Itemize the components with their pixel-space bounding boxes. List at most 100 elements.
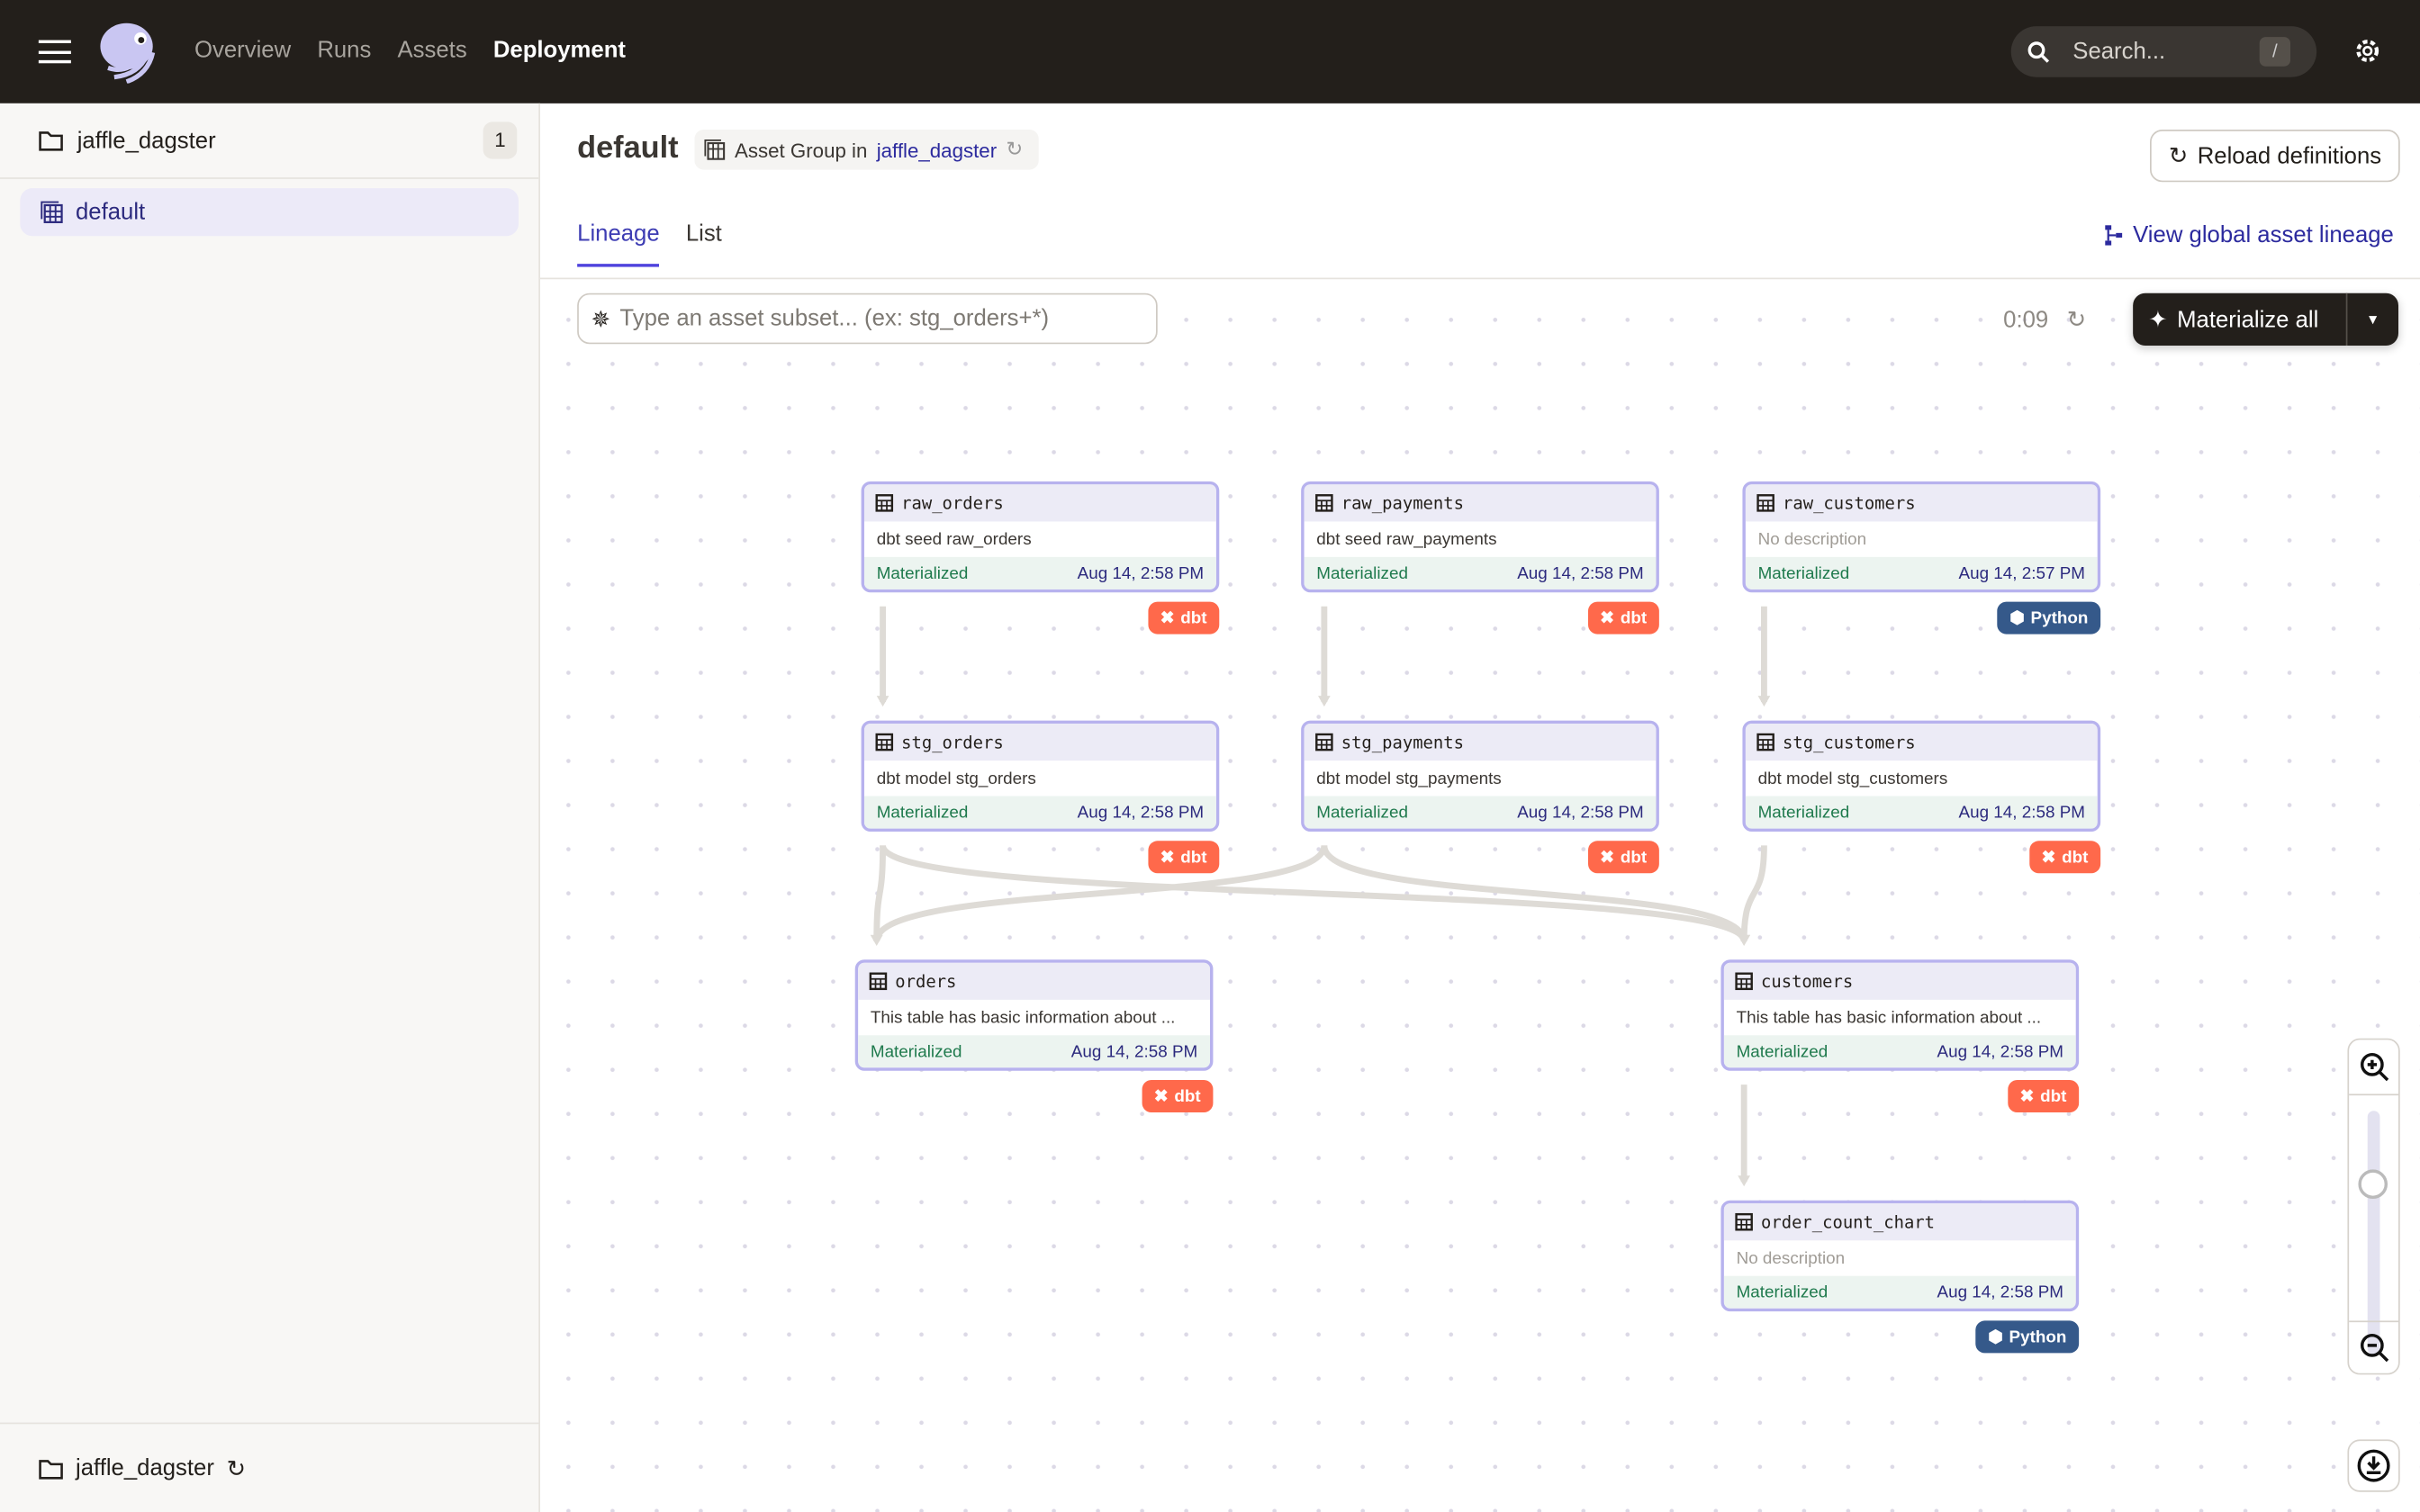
asset-status-row: Materialized Aug 14, 2:58 PM: [864, 556, 1216, 590]
search-placeholder: Search...: [2072, 38, 2166, 66]
reload-location-icon[interactable]: ↻: [226, 1455, 247, 1482]
refresh-icon[interactable]: ↻: [1006, 137, 1024, 161]
asset-node-header: stg_customers: [1745, 724, 2098, 761]
refresh-timer: 0:09 ↻: [2003, 305, 2086, 333]
asset-node[interactable]: stg_customers dbt model stg_customers Ma…: [1742, 720, 2101, 832]
asset-status-row: Materialized Aug 14, 2:58 PM: [1723, 1275, 2076, 1309]
asset-status[interactable]: Materialized: [1736, 1282, 1829, 1302]
asset-description: dbt seed raw_payments: [1316, 529, 1497, 549]
sidebar-item-default[interactable]: default: [20, 188, 519, 237]
lineage-graph[interactable]: ✵ Type an asset subset... (ex: stg_order…: [540, 277, 2420, 1512]
asset-timestamp[interactable]: Aug 14, 2:58 PM: [1937, 1042, 2064, 1061]
asset-status[interactable]: Materialized: [870, 1042, 962, 1061]
kind-label: dbt: [1620, 848, 1648, 867]
asset-description: dbt model stg_orders: [876, 769, 1036, 788]
asset-node[interactable]: stg_payments dbt model stg_payments Mate…: [1301, 720, 1659, 832]
asset-node[interactable]: customers This table has basic informati…: [1720, 959, 2080, 1071]
gear-icon[interactable]: [2353, 37, 2381, 65]
asset-description: This table has basic information about .…: [1736, 1008, 2042, 1027]
asset-status[interactable]: Materialized: [1757, 563, 1850, 583]
asset-node-header: stg_orders: [864, 724, 1216, 761]
compute-kind-tag: ✖ dbt: [1147, 841, 1220, 874]
dbt-icon: ✖: [1160, 609, 1175, 628]
table-icon: [875, 494, 894, 512]
compute-kind-tag: ✖ dbt: [2028, 841, 2101, 874]
nav-runs[interactable]: Runs: [317, 37, 372, 64]
asset-node-header: raw_customers: [1745, 484, 2098, 522]
footer-location[interactable]: jaffle_dagster: [76, 1454, 214, 1481]
sidebar-header[interactable]: jaffle_dagster 1: [0, 104, 539, 179]
kind-label: dbt: [2040, 1086, 2067, 1106]
materialize-dropdown[interactable]: ▼: [2347, 311, 2398, 327]
asset-status[interactable]: Materialized: [1736, 1042, 1829, 1061]
edges-layer: [870, 606, 1771, 1187]
asset-node-header: stg_payments: [1304, 724, 1657, 761]
asset-selection-input[interactable]: ✵ Type an asset subset... (ex: stg_order…: [577, 292, 1158, 345]
caret-down-icon: ▼: [2366, 311, 2380, 328]
page-title: default: [577, 130, 679, 166]
reload-definitions-button[interactable]: ↻ Reload definitions: [2150, 130, 2400, 183]
menu-icon[interactable]: [38, 40, 71, 64]
download-button[interactable]: [2347, 1439, 2400, 1492]
table-icon: [1756, 733, 1774, 752]
asset-node[interactable]: raw_customers No description Materialize…: [1742, 481, 2101, 593]
asset-node[interactable]: order_count_chart No description Materia…: [1720, 1200, 2080, 1312]
refresh-icon[interactable]: ↻: [2066, 307, 2087, 334]
compute-kind-tag: ✖ dbt: [1587, 841, 1659, 874]
search-input[interactable]: Search... /: [2010, 26, 2317, 77]
nav-assets[interactable]: Assets: [397, 37, 467, 64]
asset-status-row: Materialized Aug 14, 2:58 PM: [864, 796, 1216, 829]
kind-label: Python: [2009, 1328, 2067, 1346]
tab-lineage[interactable]: Lineage: [577, 220, 660, 267]
asset-timestamp[interactable]: Aug 14, 2:58 PM: [1517, 803, 1644, 822]
asset-node[interactable]: orders This table has basic information …: [854, 959, 1214, 1071]
asset-status[interactable]: Materialized: [1757, 803, 1850, 822]
filter-placeholder: Type an asset subset... (ex: stg_orders+…: [619, 305, 1050, 332]
asset-name: raw_customers: [1783, 492, 1916, 514]
lineage-edge: [1321, 844, 1747, 942]
asset-name: customers: [1761, 971, 1854, 992]
asset-timestamp[interactable]: Aug 14, 2:58 PM: [1937, 1282, 2064, 1302]
asset-timestamp[interactable]: Aug 14, 2:58 PM: [1517, 563, 1644, 583]
dagster-logo[interactable]: [95, 22, 158, 84]
zoom-slider[interactable]: [2367, 1111, 2380, 1355]
zoom-slider-handle[interactable]: [2358, 1170, 2388, 1200]
asset-node-header: raw_orders: [864, 484, 1216, 522]
tab-list[interactable]: List: [685, 220, 722, 248]
search-icon: [2027, 40, 2050, 62]
kind-label: dbt: [1180, 608, 1207, 627]
asset-timestamp[interactable]: Aug 14, 2:57 PM: [1958, 563, 2086, 583]
materialize-all-button[interactable]: ✦ Materialize all ▼: [2133, 292, 2399, 346]
asset-name: stg_orders: [901, 732, 1004, 752]
nav-overview[interactable]: Overview: [194, 37, 292, 64]
asset-timestamp[interactable]: Aug 14, 2:58 PM: [1070, 1042, 1198, 1061]
nav-deployment[interactable]: Deployment: [492, 37, 627, 64]
asset-node[interactable]: raw_orders dbt seed raw_orders Materiali…: [861, 481, 1220, 593]
lineage-edge: [880, 844, 1747, 942]
compute-kind-tag: ⬢ Python: [1975, 1320, 2080, 1354]
zoom-in-icon[interactable]: [2358, 1050, 2392, 1084]
asset-status[interactable]: Materialized: [876, 803, 969, 822]
top-bar: Overview Runs Assets Deployment Search..…: [0, 0, 2420, 104]
asset-node[interactable]: raw_payments dbt seed raw_payments Mater…: [1301, 481, 1659, 593]
asset-timestamp[interactable]: Aug 14, 2:58 PM: [1077, 803, 1205, 822]
table-icon: [869, 972, 888, 991]
asset-node[interactable]: stg_orders dbt model stg_orders Material…: [861, 720, 1220, 832]
asset-status[interactable]: Materialized: [876, 563, 969, 583]
asset-timestamp[interactable]: Aug 14, 2:58 PM: [1077, 563, 1205, 583]
location-name: jaffle_dagster: [77, 127, 216, 154]
dbt-icon: ✖: [2019, 1087, 2035, 1107]
asset-description: dbt model stg_customers: [1757, 769, 1948, 788]
asset-timestamp[interactable]: Aug 14, 2:58 PM: [1958, 803, 2086, 822]
view-global-lineage-link[interactable]: View global asset lineage: [2104, 222, 2394, 248]
location-link[interactable]: jaffle_dagster: [876, 138, 998, 162]
asset-status[interactable]: Materialized: [1316, 803, 1408, 822]
main-panel: default Asset Group in jaffle_dagster ↻ …: [540, 104, 2420, 1512]
asset-group-prefix: Asset Group in: [735, 138, 868, 162]
table-icon: [875, 733, 894, 752]
zoom-out-icon[interactable]: [2358, 1331, 2392, 1365]
asset-description: dbt model stg_payments: [1316, 769, 1502, 788]
compute-kind-tag: ✖ dbt: [1587, 601, 1659, 634]
asset-status[interactable]: Materialized: [1316, 563, 1408, 583]
asset-status-row: Materialized Aug 14, 2:58 PM: [858, 1035, 1211, 1068]
